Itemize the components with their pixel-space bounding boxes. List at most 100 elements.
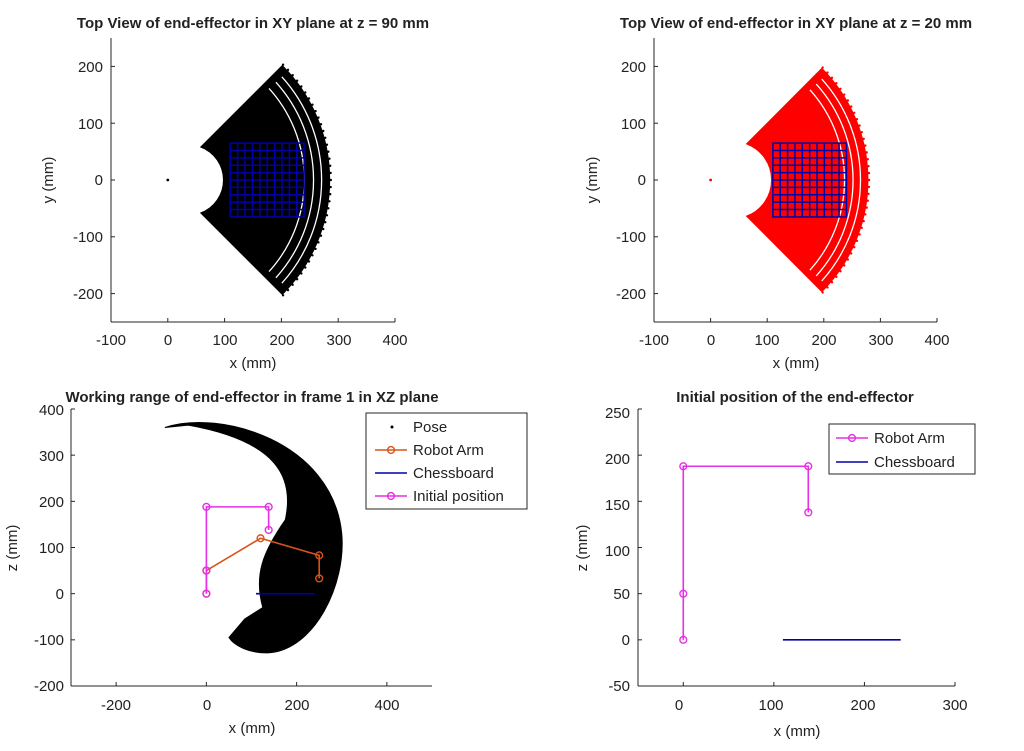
rim-point [322,227,325,231]
rim-point [835,81,838,85]
x-axis-label: x (mm) [229,720,276,737]
y-tick-label: 200 [605,451,630,468]
panel-top-left: Top View of end-effector in XY plane at … [40,15,429,372]
x-tick-label: 200 [269,332,294,349]
series-marker [315,551,324,560]
rim-point [867,164,870,168]
rim-point [329,171,332,175]
x-tick-label: 0 [707,332,715,349]
legend-swatch-marker [386,445,396,455]
series-marker [679,635,688,644]
x-tick-label: 100 [758,697,783,714]
y-axis-label: z (mm) [574,525,591,572]
rim-point [317,241,320,244]
y-tick-label: 0 [95,172,103,189]
rim-point [865,206,868,209]
rim-point [314,109,317,113]
rim-point [826,71,829,74]
rim-point [830,281,834,284]
rim-point [846,258,850,261]
rim-point [328,193,332,196]
y-tick-label: -100 [73,229,103,246]
tick-marks [653,65,938,322]
rim-point [862,219,865,223]
rim-point [307,260,311,263]
rim-point [866,158,869,161]
x-tick-label: 300 [326,332,351,349]
rim-point [835,275,838,279]
plot-area [679,462,901,644]
x-axis-label: x (mm) [773,355,820,372]
legend-swatches [836,433,868,463]
rim-point [311,254,314,257]
x-tick-label: 100 [212,332,237,349]
y-tick-label: 300 [39,448,64,465]
legend-swatch-pose [390,425,394,429]
chart-title: Initial position of the end-effector [676,389,914,406]
legend-label: Chessboard [874,454,955,471]
rim-point [328,164,332,167]
panel-bottom-left: Working range of end-effector in frame 1… [4,389,528,737]
rim-point [853,111,856,114]
rim-point [839,87,842,90]
x-tick-label: 200 [284,697,309,714]
legend-swatches [375,425,407,501]
rim-point [304,266,307,269]
rim-point [821,66,824,69]
rim-point [830,76,834,79]
y-tick-label: 200 [39,494,64,511]
y-tick-label: 250 [605,405,630,422]
rim-point [853,246,856,249]
x-axis-label: x (mm) [774,723,821,740]
x-tick-label: -100 [639,332,669,349]
rim-point [864,144,867,147]
x-tick-label: 200 [850,697,875,714]
rim-point [867,192,870,196]
rim-point [329,185,332,189]
rim-point [317,116,320,119]
workspace-gap-arc [275,81,315,279]
x-tick-label: 300 [868,332,893,349]
x-axis-label: x (mm) [230,355,277,372]
x-tick-label: -200 [101,697,131,714]
rim-point [328,200,331,203]
rim-point [839,270,842,273]
series-marker [264,525,273,535]
y-tick-label: 0 [622,632,630,649]
rim-point [843,264,846,267]
rim-point [311,103,314,106]
panel-top-right: Top View of end-effector in XY plane at … [584,15,972,372]
rim-point [304,91,307,94]
rim-point [281,63,285,66]
rim-point [325,143,329,146]
x-tick-label: 200 [811,332,836,349]
x-tick-label: 0 [164,332,172,349]
series-marker [264,502,273,511]
y-tick-label: 100 [78,116,103,133]
rim-point [319,234,323,237]
rim-point [864,213,867,216]
y-axis-label: y (mm) [40,157,57,204]
rim-point [846,99,850,102]
legend-label: Robot Arm [874,430,945,447]
series-line [205,506,270,594]
y-tick-label: -100 [616,229,646,246]
legend-swatch-marker [386,491,396,501]
legend-swatch-marker [847,433,857,443]
x-tick-label: 300 [942,697,967,714]
rim-point [300,272,303,275]
x-tick-label: 400 [374,697,399,714]
series-marker [804,508,813,517]
y-tick-label: -200 [616,286,646,303]
panel-bottom-right: Initial position of the end-effector 0 1… [574,389,976,740]
y-tick-label: 100 [39,540,64,557]
rim-point [862,137,865,141]
rim-point [325,214,329,217]
rim-point [866,199,869,202]
rim-point [849,105,853,108]
plot-area [709,66,871,294]
workspace-gap-arc [281,76,323,284]
rim-point [821,291,824,294]
rim-point [324,220,327,224]
